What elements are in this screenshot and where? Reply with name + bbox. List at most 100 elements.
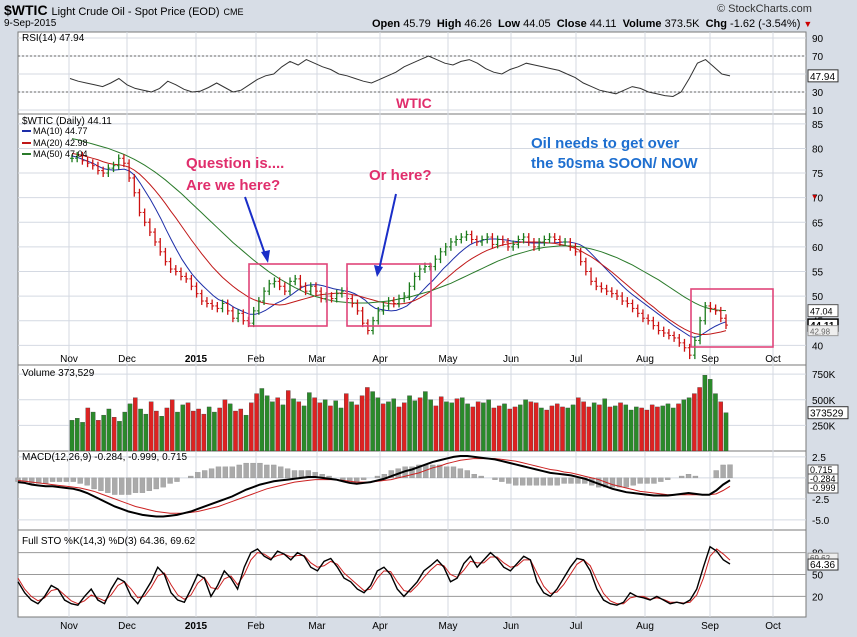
volume-bar xyxy=(275,397,280,452)
macd-histogram-bar xyxy=(464,470,470,479)
volume-bar xyxy=(639,407,644,452)
rsi-last-value: 47.94 xyxy=(810,72,835,83)
macd-histogram-bar xyxy=(547,477,553,486)
volume-bar xyxy=(386,401,391,452)
volume-bar xyxy=(544,409,549,452)
volume-bar xyxy=(507,408,513,452)
macd-histogram-bar xyxy=(201,470,208,479)
volume-bar xyxy=(69,420,75,452)
macd-histogram-bar xyxy=(222,466,229,479)
volume-bar xyxy=(486,399,491,452)
volume-bar xyxy=(454,398,460,452)
macd-histogram-bar xyxy=(471,474,477,479)
x-tick-label: Oct xyxy=(765,354,781,365)
volume-bar xyxy=(533,402,539,452)
macd-last-value: 0.715 xyxy=(810,465,833,475)
stockcharts-logo: © StockCharts.com xyxy=(717,3,812,15)
macd-histogram-bar xyxy=(499,477,505,482)
macd-histogram-bar xyxy=(188,475,194,479)
macd-histogram-bar xyxy=(132,477,139,493)
volume-bar xyxy=(322,399,328,452)
volume-bar xyxy=(270,401,275,452)
volume-bar xyxy=(681,399,687,452)
macd-tick-label: -5.0 xyxy=(812,516,830,527)
macd-histogram-bar xyxy=(554,477,560,486)
volume-bar xyxy=(259,388,265,452)
volume-bar xyxy=(111,417,117,452)
rsi-tick-label: 90 xyxy=(812,34,824,45)
macd-histogram-bar xyxy=(630,477,636,486)
macd-histogram-bar xyxy=(229,466,235,479)
volume-bar xyxy=(523,399,528,452)
volume-bar xyxy=(365,387,370,452)
volume-bar xyxy=(212,411,217,452)
volume-bar xyxy=(702,374,708,452)
macd-histogram-bar xyxy=(195,472,201,479)
wtic-annotation: WTIC xyxy=(396,95,432,111)
x-tick-label: Sep xyxy=(701,354,719,365)
volume-bar xyxy=(460,397,465,452)
volume-bar xyxy=(312,397,317,452)
x-tick-label: 2015 xyxy=(185,354,208,365)
volume-bar xyxy=(338,407,344,452)
macd-histogram-bar xyxy=(146,477,152,491)
macd-histogram-bar xyxy=(360,477,367,480)
macd-histogram-bar xyxy=(561,477,567,484)
macd-histogram-bar xyxy=(70,477,76,482)
x-tick-label: May xyxy=(439,354,458,365)
volume-bar xyxy=(718,401,723,452)
ohlc-summary: Open 45.79 High 46.26 Low 44.05 Close 44… xyxy=(372,18,812,30)
arrow-or-here xyxy=(378,193,397,271)
volume-title: Volume 373,529 xyxy=(22,368,95,379)
ma20-last-value: 42.98 xyxy=(810,328,831,337)
volume-bar xyxy=(412,400,418,452)
volume-bar xyxy=(618,402,623,452)
bottom-x-tick-label: Nov xyxy=(60,621,78,632)
macd-histogram-bar xyxy=(354,477,360,482)
price-tick-label: 60 xyxy=(812,243,824,254)
macd-histogram-bar xyxy=(658,477,664,482)
sto-tick-label: 20 xyxy=(812,592,824,603)
macd-tick-label: -2.5 xyxy=(812,495,830,506)
ma20-last-box xyxy=(807,325,839,337)
macd-histogram-bar xyxy=(492,477,498,480)
macd-histogram-bar xyxy=(478,475,484,479)
volume-bar xyxy=(449,402,454,452)
macd-histogram-bar xyxy=(533,477,540,486)
price-legend-title: $WTIC (Daily) 44.11 xyxy=(22,116,112,127)
close-value: 44.11 xyxy=(589,18,617,30)
macd-histogram-bar xyxy=(609,477,616,488)
macd-last-value: -0.999 xyxy=(810,483,836,493)
volume-bar xyxy=(597,404,602,452)
volume-bar xyxy=(402,402,407,452)
macd-histogram-bar xyxy=(250,462,256,479)
volume-bar xyxy=(359,395,365,452)
macd-histogram-bar xyxy=(506,477,512,484)
macd-histogram-bar xyxy=(568,477,574,484)
macd-histogram-bar xyxy=(720,464,726,479)
volume-bar xyxy=(127,403,133,452)
arrowhead-or-here xyxy=(374,265,383,277)
x-tick-label: Aug xyxy=(636,354,654,365)
volume-bar xyxy=(676,403,681,452)
volume-bar xyxy=(475,401,481,452)
x-tick-label: Dec xyxy=(118,354,136,365)
volume-bar xyxy=(148,401,154,452)
open-label: Open xyxy=(372,18,401,30)
volume-bar xyxy=(665,403,671,452)
arrowhead-question xyxy=(261,250,270,263)
macd-histogram-bar xyxy=(15,477,21,482)
open-value: 45.79 xyxy=(403,18,431,30)
volume-bar xyxy=(233,410,238,452)
volume-bar xyxy=(692,393,697,452)
volume-label: Volume xyxy=(622,18,662,30)
macd-histogram-bar xyxy=(56,477,63,482)
arrow-question xyxy=(244,196,267,258)
volume-bar xyxy=(254,393,259,452)
macd-last-box xyxy=(807,482,839,494)
macd-histogram-bar xyxy=(49,477,56,482)
macd-histogram-bar xyxy=(665,477,671,480)
chg-label: Chg xyxy=(705,18,727,30)
macd-histogram-bar xyxy=(678,475,685,479)
